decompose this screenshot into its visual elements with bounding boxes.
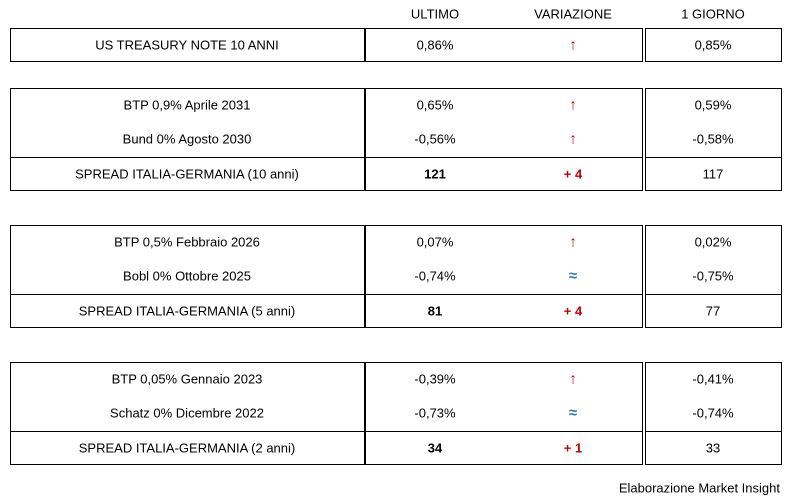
giorno-value: 0,02% [694, 234, 732, 250]
ultimo-value: -0,73% [414, 405, 456, 421]
giorno-value: -0,41% [692, 371, 734, 387]
row-label: BTP 0,5% Febbraio 2026 [114, 234, 260, 250]
row-label: BTP 0,9% Aprile 2031 [123, 97, 251, 113]
group-border [645, 362, 782, 465]
giorno-value: 77 [705, 303, 721, 319]
row-label: Bobl 0% Ottobre 2025 [123, 268, 251, 284]
group-border [10, 28, 365, 63]
ultimo-value: 0,65% [416, 97, 454, 113]
spread-divider [365, 430, 643, 432]
column-header: 1 GIORNO [681, 6, 745, 22]
giorno-value: 0,59% [694, 97, 732, 113]
group-border [365, 225, 643, 328]
giorno-value: 0,85% [694, 37, 732, 53]
variazione-value: + 4 [563, 166, 583, 182]
column-header: ULTIMO [410, 6, 460, 22]
giorno-value: -0,75% [692, 268, 734, 284]
spread-divider [10, 293, 365, 295]
variazione-value: + 4 [563, 303, 583, 319]
ultimo-value: 0,07% [416, 234, 454, 250]
variazione-value: ↑ [569, 130, 577, 148]
group-border [365, 362, 643, 465]
row-label: Bund 0% Agosto 2030 [122, 131, 252, 147]
ultimo-value: 81 [427, 303, 443, 319]
group-border [365, 28, 643, 63]
row-label: SPREAD ITALIA-GERMANIA (5 anni) [78, 303, 296, 319]
ultimo-value: 0,86% [416, 37, 454, 53]
ultimo-value: 34 [427, 440, 443, 456]
variazione-value: ↑ [569, 96, 577, 114]
giorno-value: 33 [705, 440, 721, 456]
ultimo-value: 121 [424, 166, 446, 182]
group-border [365, 88, 643, 191]
group-border [645, 28, 782, 63]
row-label: SPREAD ITALIA-GERMANIA (10 anni) [75, 166, 299, 182]
row-label: US TREASURY NOTE 10 ANNI [95, 37, 279, 53]
variazione-value: ≈ [568, 404, 578, 422]
ultimo-value: -0,39% [414, 371, 456, 387]
spread-divider [10, 156, 365, 158]
spread-divider [645, 430, 782, 432]
group-border [645, 88, 782, 191]
giorno-value: -0,74% [692, 405, 734, 421]
row-label: BTP 0,05% Gennaio 2023 [111, 371, 263, 387]
spread-divider [645, 293, 782, 295]
group-border [10, 225, 365, 328]
spread-divider [645, 156, 782, 158]
row-label: SPREAD ITALIA-GERMANIA (2 anni) [78, 440, 296, 456]
giorno-value: -0,58% [692, 131, 734, 147]
spread-divider [365, 293, 643, 295]
giorno-value: 117 [702, 166, 724, 182]
variazione-value: + 1 [563, 440, 583, 456]
footer: Elaborazione Market Insight [618, 480, 780, 496]
ultimo-value: -0,56% [414, 131, 456, 147]
variazione-value: ↑ [569, 370, 577, 388]
variazione-value: ↑ [569, 36, 577, 54]
group-border [10, 362, 365, 465]
row-label: Schatz 0% Dicembre 2022 [110, 405, 264, 421]
variazione-value: ≈ [568, 267, 578, 285]
spread-divider [365, 156, 643, 158]
ultimo-value: -0,74% [414, 268, 456, 284]
column-header: VARIAZIONE [534, 6, 612, 22]
spread-divider [10, 430, 365, 432]
variazione-value: ↑ [569, 233, 577, 251]
group-border [10, 88, 365, 191]
group-border [645, 225, 782, 328]
